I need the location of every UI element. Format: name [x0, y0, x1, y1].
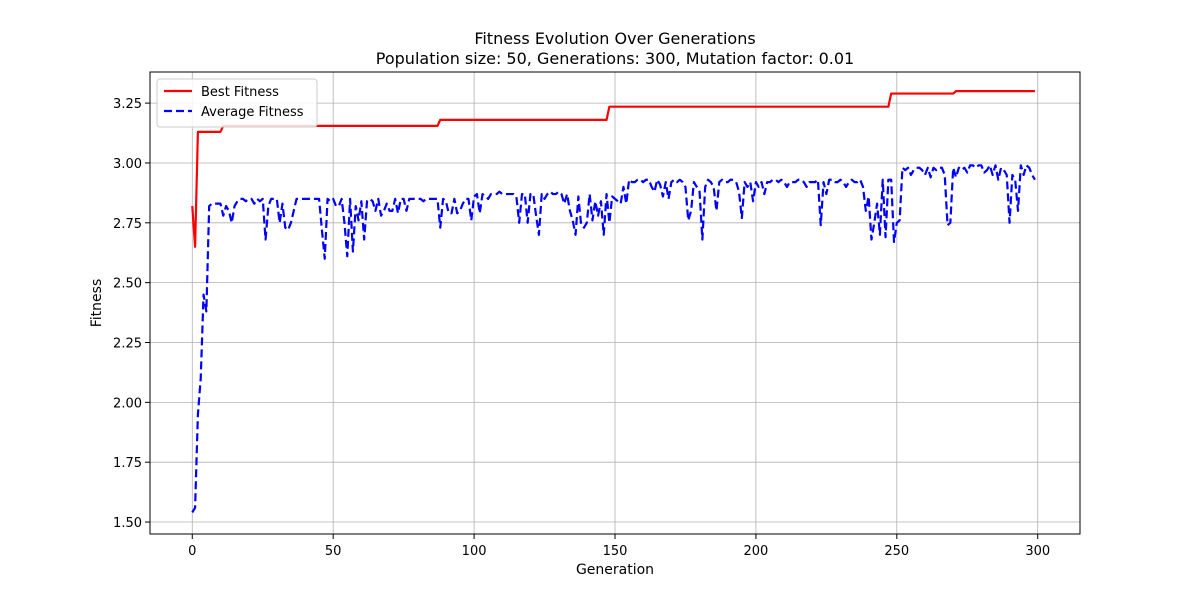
legend-best-fitness-label: Best Fitness: [201, 85, 279, 100]
y-tick-label: 3.00: [113, 157, 142, 172]
y-tick-label: 2.25: [113, 336, 142, 351]
y-tick-label: 2.50: [113, 277, 142, 292]
series-layer: [191, 90, 1036, 514]
tick-layer: 0 50 100 150 200 250 300 1.50 1.75 2.00 2.25 2.50 2.…: [113, 97, 1050, 559]
y-tick-label: 2.75: [113, 217, 142, 232]
legend-average-fitness-label: Average Fitness: [201, 105, 304, 120]
x-tick-label: 200: [743, 544, 768, 559]
chart-title: Fitness Evolution Over Generations: [474, 29, 755, 48]
x-tick-label: 250: [884, 544, 909, 559]
legend: Best Fitness Average Fitness: [156, 78, 318, 128]
y-tick-label: 1.75: [113, 456, 142, 471]
x-tick-label: 0: [188, 544, 196, 559]
x-tick-label: 50: [325, 544, 342, 559]
y-axis-label: Fitness: [89, 279, 105, 328]
series-line-average-fitness: [191, 164, 1036, 514]
x-tick-label: 150: [603, 544, 628, 559]
y-tick-label: 2.00: [113, 396, 142, 411]
chart-subtitle: Population size: 50, Generations: 300, M…: [376, 49, 854, 68]
x-axis-label: Generation: [576, 562, 654, 578]
series-line-best-fitness: [191, 90, 1035, 248]
y-tick-label: 1.50: [113, 516, 142, 531]
legend-box: [156, 78, 318, 128]
grid-layer: [150, 72, 1080, 534]
y-tick-label: 3.25: [113, 97, 142, 112]
x-tick-label: 300: [1025, 544, 1050, 559]
x-tick-label: 100: [462, 544, 487, 559]
